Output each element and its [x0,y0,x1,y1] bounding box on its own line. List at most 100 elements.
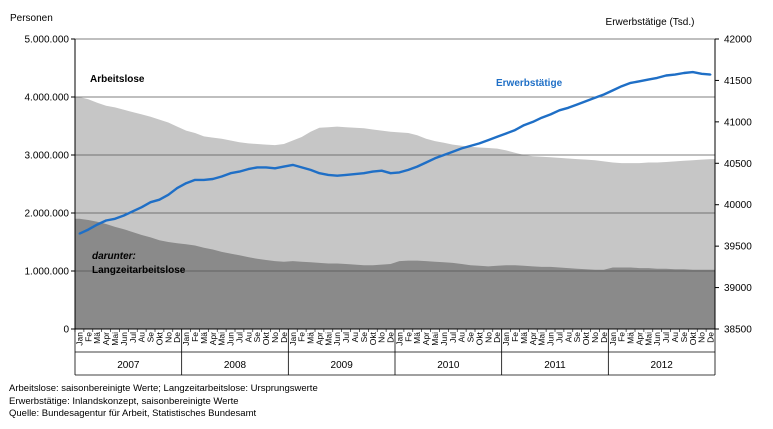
area-langzeitarbeitslose [75,218,715,329]
point-erwerbstaetige [691,71,694,73]
month-label: De [279,332,289,343]
point-erwerbstaetige [523,124,525,127]
point-erwerbstaetige [256,166,259,169]
left-tick-label: 1.000.000 [25,267,70,278]
point-erwerbstaetige [158,198,161,201]
point-erwerbstaetige [629,82,632,84]
month-label: Au [563,332,573,343]
point-erwerbstaetige [487,139,490,142]
month-label: Mai [217,332,227,346]
point-erwerbstaetige [460,147,463,150]
month-label: Apr [528,332,538,345]
point-erwerbstaetige [389,172,392,175]
month-label: Fe [297,332,307,342]
point-erwerbstaetige [656,77,659,79]
label-arbeitslose: Arbeitslose [90,74,145,85]
month-label: Jun [546,332,556,346]
footnotes: Arbeitslose: saisonbereinigte Werte; Lan… [9,383,318,421]
month-label: No [377,332,387,343]
point-erwerbstaetige [327,174,330,176]
month-label: De [706,332,716,343]
right-tick-label: 40000 [724,200,752,211]
month-label: Jul [554,332,564,343]
point-erwerbstaetige [674,73,676,76]
point-erwerbstaetige [87,228,90,231]
month-label: Mai [110,332,120,346]
point-erwerbstaetige [620,85,623,88]
month-label: Jun [226,332,236,346]
point-erwerbstaetige [407,169,410,171]
left-axis-title: Personen [10,13,53,24]
month-label: Apr [208,332,218,345]
point-erwerbstaetige [567,106,570,109]
month-label: Jun [119,332,129,346]
month-label: Jun [652,332,662,346]
point-erwerbstaetige [78,232,81,235]
line-erwerbstaetige [78,70,711,235]
month-label: Jun [332,332,342,346]
month-label: De [172,332,182,343]
left-tick-label: 5.000.000 [25,35,70,46]
month-label: Se [252,332,262,343]
point-erwerbstaetige [291,164,294,166]
month-label: Fe [190,332,200,342]
month-label: Jan [608,332,618,346]
year-label: 2011 [544,360,566,371]
left-tick-label: 0 [63,325,69,336]
point-erwerbstaetige [345,174,347,176]
month-label: Jul [448,332,458,343]
month-label: Mai [537,332,547,346]
month-label: Okt [474,331,484,345]
month-label: Au [350,332,360,343]
month-label: Au [243,332,253,343]
plot-area [74,38,716,330]
point-erwerbstaetige [318,172,321,175]
month-label: Jun [439,332,449,346]
point-erwerbstaetige [558,109,561,112]
point-erwerbstaetige [398,171,401,174]
right-axis-title: Erwerbstätige (Tsd.) [606,17,695,28]
point-erwerbstaetige [176,187,179,190]
left-axis: 0 1.000.000 2.000.000 3.000.000 4.000.000 5.0… [25,35,75,336]
month-label: Okt [688,331,698,345]
point-erwerbstaetige [434,157,436,160]
point-erwerbstaetige [585,100,587,102]
point-erwerbstaetige [131,210,134,213]
label-erwerbstaetige: Erwerbstätige [496,78,563,89]
point-erwerbstaetige [96,223,99,226]
point-erwerbstaetige [300,166,303,169]
point-erwerbstaetige [469,145,472,147]
point-erwerbstaetige [363,172,365,175]
point-erwerbstaetige [549,113,552,116]
point-erwerbstaetige [140,206,143,209]
month-label: No [697,332,707,343]
month-label: Mä [199,332,209,344]
point-erwerbstaetige [647,78,650,81]
point-erwerbstaetige [123,214,125,217]
point-erwerbstaetige [594,96,596,99]
month-label: De [492,332,502,343]
point-erwerbstaetige [274,167,276,170]
month-label: Apr [101,332,111,345]
point-erwerbstaetige [203,179,205,181]
year-label: 2012 [651,360,674,371]
point-erwerbstaetige [478,142,481,145]
point-erwerbstaetige [167,193,170,196]
month-label: Se [359,332,369,343]
month-label: Jan [501,332,511,346]
point-erwerbstaetige [238,170,241,173]
left-tick-label: 2.000.000 [25,209,70,220]
month-label: Au [137,332,147,343]
point-erwerbstaetige [336,174,339,177]
label-darunter: darunter: [92,251,136,262]
point-erwerbstaetige [603,93,605,96]
point-erwerbstaetige [247,168,250,171]
point-erwerbstaetige [211,178,214,180]
month-label: Okt [581,331,591,345]
month-label: Se [572,332,582,343]
month-label: Mä [519,332,529,344]
month-label: Fe [83,332,93,342]
month-label: Jul [234,332,244,343]
point-erwerbstaetige [114,217,116,220]
month-label: Mai [430,332,440,346]
